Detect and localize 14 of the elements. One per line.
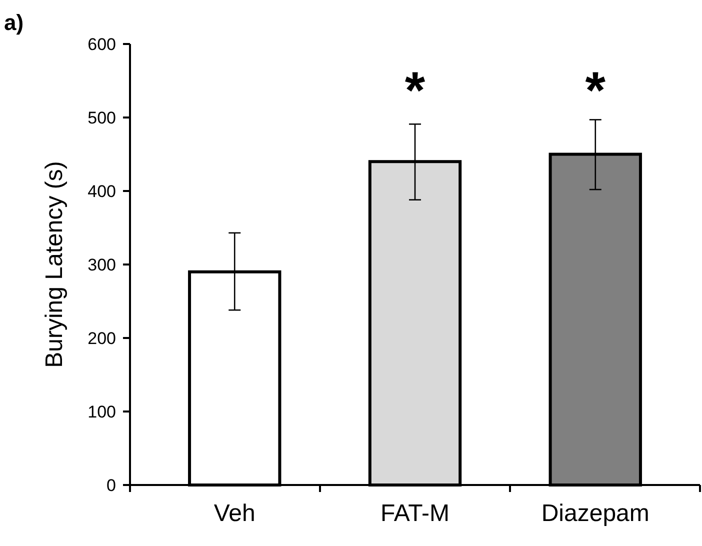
y-tick-label: 400 <box>88 182 116 201</box>
annotation: * <box>585 62 606 120</box>
y-tick-label: 600 <box>88 34 116 54</box>
y-tick-label: 0 <box>106 476 116 495</box>
x-tick-label: Diazepam <box>541 500 650 527</box>
y-axis-title: Burying Latency (s) <box>41 161 68 368</box>
annotation: * <box>404 62 426 120</box>
x-tick-label: FAT-M <box>380 500 450 527</box>
x-tick-label: Veh <box>214 500 256 527</box>
y-tick-label: 300 <box>88 255 116 274</box>
y-tick-label: 500 <box>88 108 116 128</box>
text: a) <box>4 10 24 35</box>
y-tick-label: 100 <box>88 402 116 422</box>
y-tick-label: 200 <box>88 328 116 348</box>
